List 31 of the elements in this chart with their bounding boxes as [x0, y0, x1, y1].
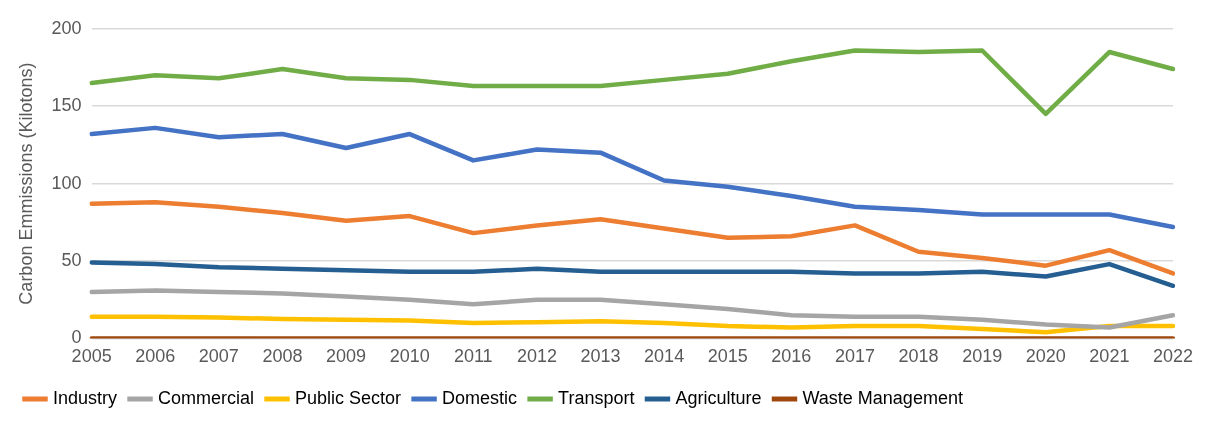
x-tick-label: 2017 [834, 346, 875, 367]
y-tick-label: 200 [51, 17, 82, 38]
x-tick-label: 2014 [644, 346, 685, 367]
x-tick-label: 2015 [707, 346, 748, 367]
x-tick-label: 2020 [1025, 346, 1066, 367]
legend-label: Commercial [158, 387, 255, 408]
legend-label: Agriculture [675, 387, 762, 408]
legend-label: Public Sector [295, 387, 402, 408]
y-tick-label: 150 [51, 95, 82, 116]
legend-label: Domestic [442, 387, 518, 408]
y-tick-label: 50 [61, 249, 82, 270]
x-tick-label: 2012 [516, 346, 557, 367]
x-tick-label: 2011 [453, 346, 493, 367]
x-tick-label: 2009 [326, 346, 367, 367]
legend-label: Industry [53, 387, 118, 408]
x-tick-label: 2006 [135, 346, 176, 367]
legend-label: Waste Management [802, 387, 963, 408]
x-tick-label: 2022 [1152, 346, 1193, 367]
y-tick-label: 0 [71, 327, 82, 348]
x-tick-label: 2018 [898, 346, 939, 367]
x-tick-label: 2016 [771, 346, 812, 367]
x-tick-label: 2005 [71, 346, 112, 367]
y-tick-label: 100 [51, 172, 82, 193]
x-tick-label: 2007 [198, 346, 239, 367]
x-tick-label: 2013 [580, 346, 621, 367]
legend-label: Transport [558, 387, 635, 408]
x-tick-label: 2008 [262, 346, 303, 367]
y-axis-title: Carbon Emmissions (Kilotons) [15, 62, 36, 305]
x-tick-label: 2019 [962, 346, 1003, 367]
x-tick-label: 2021 [1089, 346, 1130, 367]
x-tick-label: 2010 [389, 346, 430, 367]
